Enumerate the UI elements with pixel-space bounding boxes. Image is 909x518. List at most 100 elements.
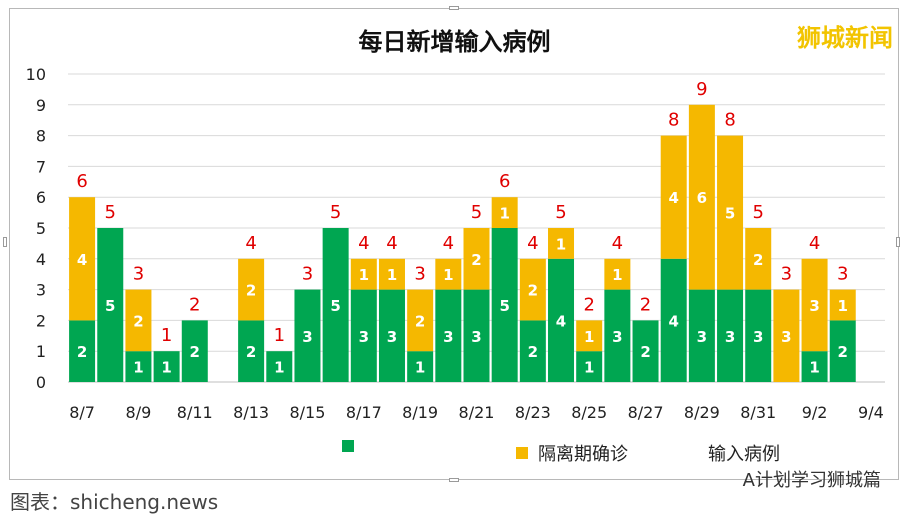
bar-8-25-series-2 bbox=[576, 320, 603, 352]
bar-value-label: 2 bbox=[190, 343, 200, 361]
resize-handle-bottom[interactable] bbox=[449, 478, 459, 482]
x-tick-label: 8/11 bbox=[177, 403, 213, 422]
watermark: 狮城新闻 bbox=[797, 24, 893, 52]
x-tick-label: 8/21 bbox=[459, 403, 495, 422]
bar-8-24-series-1 bbox=[548, 258, 575, 382]
bar-8-13-series-1 bbox=[238, 320, 265, 382]
total-label: 4 bbox=[245, 233, 256, 254]
total-label: 1 bbox=[274, 325, 285, 346]
bar-value-label: 1 bbox=[612, 266, 622, 284]
legend-label-series-2: 隔离期确诊 bbox=[538, 444, 628, 465]
total-label: 8 bbox=[724, 110, 735, 131]
x-tick-label: 8/13 bbox=[233, 403, 269, 422]
bar-8-20-series-2 bbox=[435, 258, 462, 290]
bar-value-label: 1 bbox=[274, 359, 284, 377]
bar-value-label: 1 bbox=[838, 297, 848, 315]
y-tick-label: 5 bbox=[36, 219, 46, 238]
bar-value-label: 4 bbox=[556, 312, 566, 330]
total-label: 5 bbox=[471, 202, 482, 223]
bar-8-29-series-2 bbox=[688, 104, 715, 290]
bar-8-22-series-1 bbox=[491, 228, 518, 382]
y-tick-label: 4 bbox=[36, 250, 46, 269]
bar-8-28-series-2 bbox=[660, 135, 687, 259]
bar-value-label: 4 bbox=[77, 251, 87, 269]
total-label: 3 bbox=[414, 264, 425, 285]
bar-8-24-series-2 bbox=[548, 228, 575, 259]
bar-value-label: 1 bbox=[556, 235, 566, 253]
x-tick-label: 8/27 bbox=[628, 403, 664, 422]
bar-8-23-series-2 bbox=[519, 258, 546, 321]
x-tick-label: 8/31 bbox=[740, 403, 776, 422]
bar-value-label: 2 bbox=[753, 251, 763, 269]
bar-8-17-series-1 bbox=[350, 289, 377, 382]
bar-value-label: 2 bbox=[528, 282, 538, 300]
bar-value-label: 1 bbox=[359, 266, 369, 284]
bar-8-7-series-2 bbox=[69, 197, 96, 321]
bar-8-8-series-1 bbox=[97, 228, 124, 382]
resize-handle-left[interactable] bbox=[3, 237, 7, 247]
bar-8-21-series-1 bbox=[463, 289, 490, 382]
resize-handle-top[interactable] bbox=[449, 6, 459, 10]
total-label: 4 bbox=[358, 233, 369, 254]
x-tick-label: 8/29 bbox=[684, 403, 720, 422]
bar-9-1-series-2 bbox=[773, 289, 800, 382]
x-tick-label: 8/7 bbox=[69, 403, 95, 422]
total-label: 3 bbox=[837, 264, 848, 285]
y-tick-label: 8 bbox=[36, 127, 46, 146]
x-tick-label: 8/17 bbox=[346, 403, 382, 422]
bar-8-14-series-1 bbox=[266, 351, 293, 382]
bar-8-26-series-1 bbox=[604, 289, 631, 382]
bar-8-31-series-2 bbox=[745, 228, 772, 290]
bar-value-label: 2 bbox=[471, 251, 481, 269]
bar-8-23-series-1 bbox=[519, 320, 546, 382]
total-label: 4 bbox=[612, 233, 623, 254]
bar-8-30-series-2 bbox=[717, 135, 744, 290]
bar-8-29-series-1 bbox=[688, 289, 715, 382]
bar-value-label: 2 bbox=[133, 312, 143, 330]
bar-value-label: 2 bbox=[415, 312, 425, 330]
bar-8-17-series-2 bbox=[350, 258, 377, 290]
bar-value-label: 3 bbox=[809, 297, 819, 315]
total-label: 4 bbox=[386, 233, 397, 254]
bar-8-13-series-2 bbox=[238, 258, 265, 321]
bar-value-label: 5 bbox=[105, 297, 115, 315]
legend-swatch-series-2 bbox=[516, 447, 528, 459]
bar-value-label: 1 bbox=[499, 205, 509, 223]
bar-value-label: 4 bbox=[668, 189, 678, 207]
bar-value-label: 3 bbox=[443, 328, 453, 346]
bar-value-label: 1 bbox=[809, 359, 819, 377]
legend-swatch-series-1 bbox=[342, 440, 354, 452]
bar-8-18-series-1 bbox=[378, 289, 405, 382]
y-tick-label: 0 bbox=[36, 373, 46, 392]
total-label: 5 bbox=[752, 202, 763, 223]
y-tick-label: 1 bbox=[36, 342, 46, 361]
x-tick-label: 8/23 bbox=[515, 403, 551, 422]
x-tick-label: 8/9 bbox=[126, 403, 152, 422]
bar-value-label: 2 bbox=[640, 343, 650, 361]
resize-handle-right[interactable] bbox=[896, 237, 900, 247]
y-tick-label: 10 bbox=[26, 65, 46, 84]
x-tick-label: 8/19 bbox=[402, 403, 438, 422]
total-label: 1 bbox=[161, 325, 172, 346]
bar-value-label: 2 bbox=[246, 282, 256, 300]
total-label: 5 bbox=[555, 202, 566, 223]
x-tick-label: 8/15 bbox=[289, 403, 325, 422]
bar-8-16-series-1 bbox=[322, 228, 349, 382]
total-label: 9 bbox=[696, 79, 707, 100]
bar-8-11-series-1 bbox=[181, 320, 208, 382]
bar-value-label: 6 bbox=[697, 189, 707, 207]
bar-9-3-series-1 bbox=[829, 320, 856, 382]
bar-8-21-series-2 bbox=[463, 228, 490, 290]
footer-caption: 图表：shicheng.news bbox=[10, 490, 219, 514]
bar-8-18-series-2 bbox=[378, 258, 405, 290]
bar-value-label: 1 bbox=[443, 266, 453, 284]
bar-value-label: 3 bbox=[753, 328, 763, 346]
total-label: 4 bbox=[443, 233, 454, 254]
bar-value-label: 1 bbox=[387, 266, 397, 284]
brand-label: A计划学习狮城篇 bbox=[742, 470, 881, 491]
y-tick-label: 9 bbox=[36, 96, 46, 115]
bar-value-label: 1 bbox=[584, 328, 594, 346]
y-tick-label: 6 bbox=[36, 188, 46, 207]
bar-value-label: 4 bbox=[668, 312, 678, 330]
